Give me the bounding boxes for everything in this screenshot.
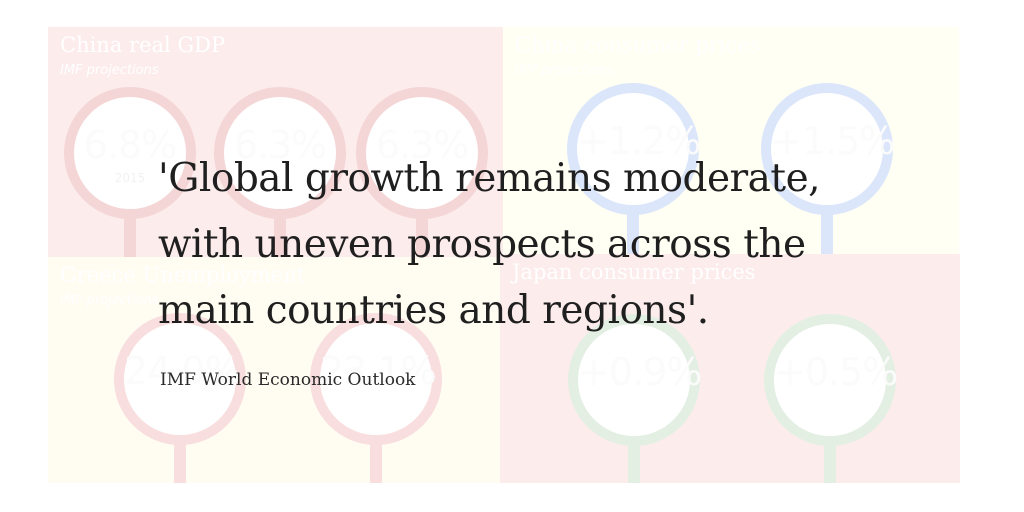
- pin-stem: [174, 437, 186, 483]
- value-pin: +0.5%: [764, 314, 898, 483]
- value-ring: 6.8% 2015: [64, 87, 196, 219]
- ring-value: 23.1%: [320, 349, 437, 393]
- value-ring: 24.0%: [114, 313, 246, 445]
- pin-stem: [628, 438, 640, 483]
- panel-title: Japan consumer prices: [512, 260, 756, 284]
- ring-year: 2015: [114, 171, 146, 185]
- value-ring: 6.3%: [214, 87, 346, 219]
- ring-value: 6.3%: [375, 123, 470, 167]
- value-ring: 6.3%: [356, 87, 488, 219]
- pin-stem: [416, 211, 428, 257]
- panel-subtitle: IMF projections: [515, 63, 614, 78]
- value-pin: 6.8% 2015: [64, 87, 196, 257]
- panel-china-gdp: China real GDP IMF projections 6.8% 2015…: [48, 27, 506, 257]
- panel-subtitle: IMF projections: [60, 293, 159, 308]
- panel-title: Greece Unemployment: [60, 263, 306, 287]
- panel-china-cpi: China consumer prices IMF projections +1…: [503, 27, 959, 257]
- pin-stem: [124, 211, 136, 257]
- quote-line: with uneven prospects across the: [158, 222, 806, 267]
- value-ring: 23.1%: [310, 313, 442, 445]
- pin-stem: [274, 211, 286, 257]
- panel-japan-cpi: Japan consumer prices +0.9% +0.5%: [500, 254, 960, 483]
- quote-source: IMF World Economic Outlook: [160, 370, 416, 390]
- value-pin: 23.1%: [310, 313, 442, 483]
- panel-title: China consumer prices: [515, 33, 761, 57]
- ring-value: 6.3%: [233, 123, 328, 167]
- panel-subtitle: IMF projections: [60, 63, 159, 78]
- value-pin: 6.3%: [356, 87, 488, 257]
- pin-stem: [370, 437, 382, 483]
- value-pin: +0.9%: [568, 314, 702, 483]
- ring-value: +0.9%: [578, 350, 702, 394]
- quote-text: 'Global growth remains moderate, with un…: [158, 146, 938, 344]
- pin-stem: [824, 438, 836, 483]
- value-pin: 24.0%: [114, 313, 246, 483]
- quote-line: 'Global growth remains moderate,: [158, 156, 821, 201]
- ring-value: +1.2%: [577, 119, 701, 163]
- panel-title: China real GDP: [60, 33, 226, 57]
- ring-value: +1.5%: [771, 119, 895, 163]
- value-pin: 6.3%: [214, 87, 346, 257]
- value-ring: +1.2%: [567, 83, 701, 215]
- ring-value: 6.8%: [83, 123, 178, 167]
- pin-stem: [627, 207, 639, 257]
- ring-value: 24.0%: [124, 349, 241, 393]
- panel-greece-unemployment: Greece Unemployment IMF projections 24.0…: [48, 257, 503, 483]
- quote-line: main countries and regions'.: [158, 288, 709, 333]
- value-pin: +1.2%: [567, 83, 701, 257]
- ring-value: +0.5%: [774, 350, 898, 394]
- value-pin: +1.5%: [761, 83, 895, 257]
- pin-stem: [821, 207, 833, 257]
